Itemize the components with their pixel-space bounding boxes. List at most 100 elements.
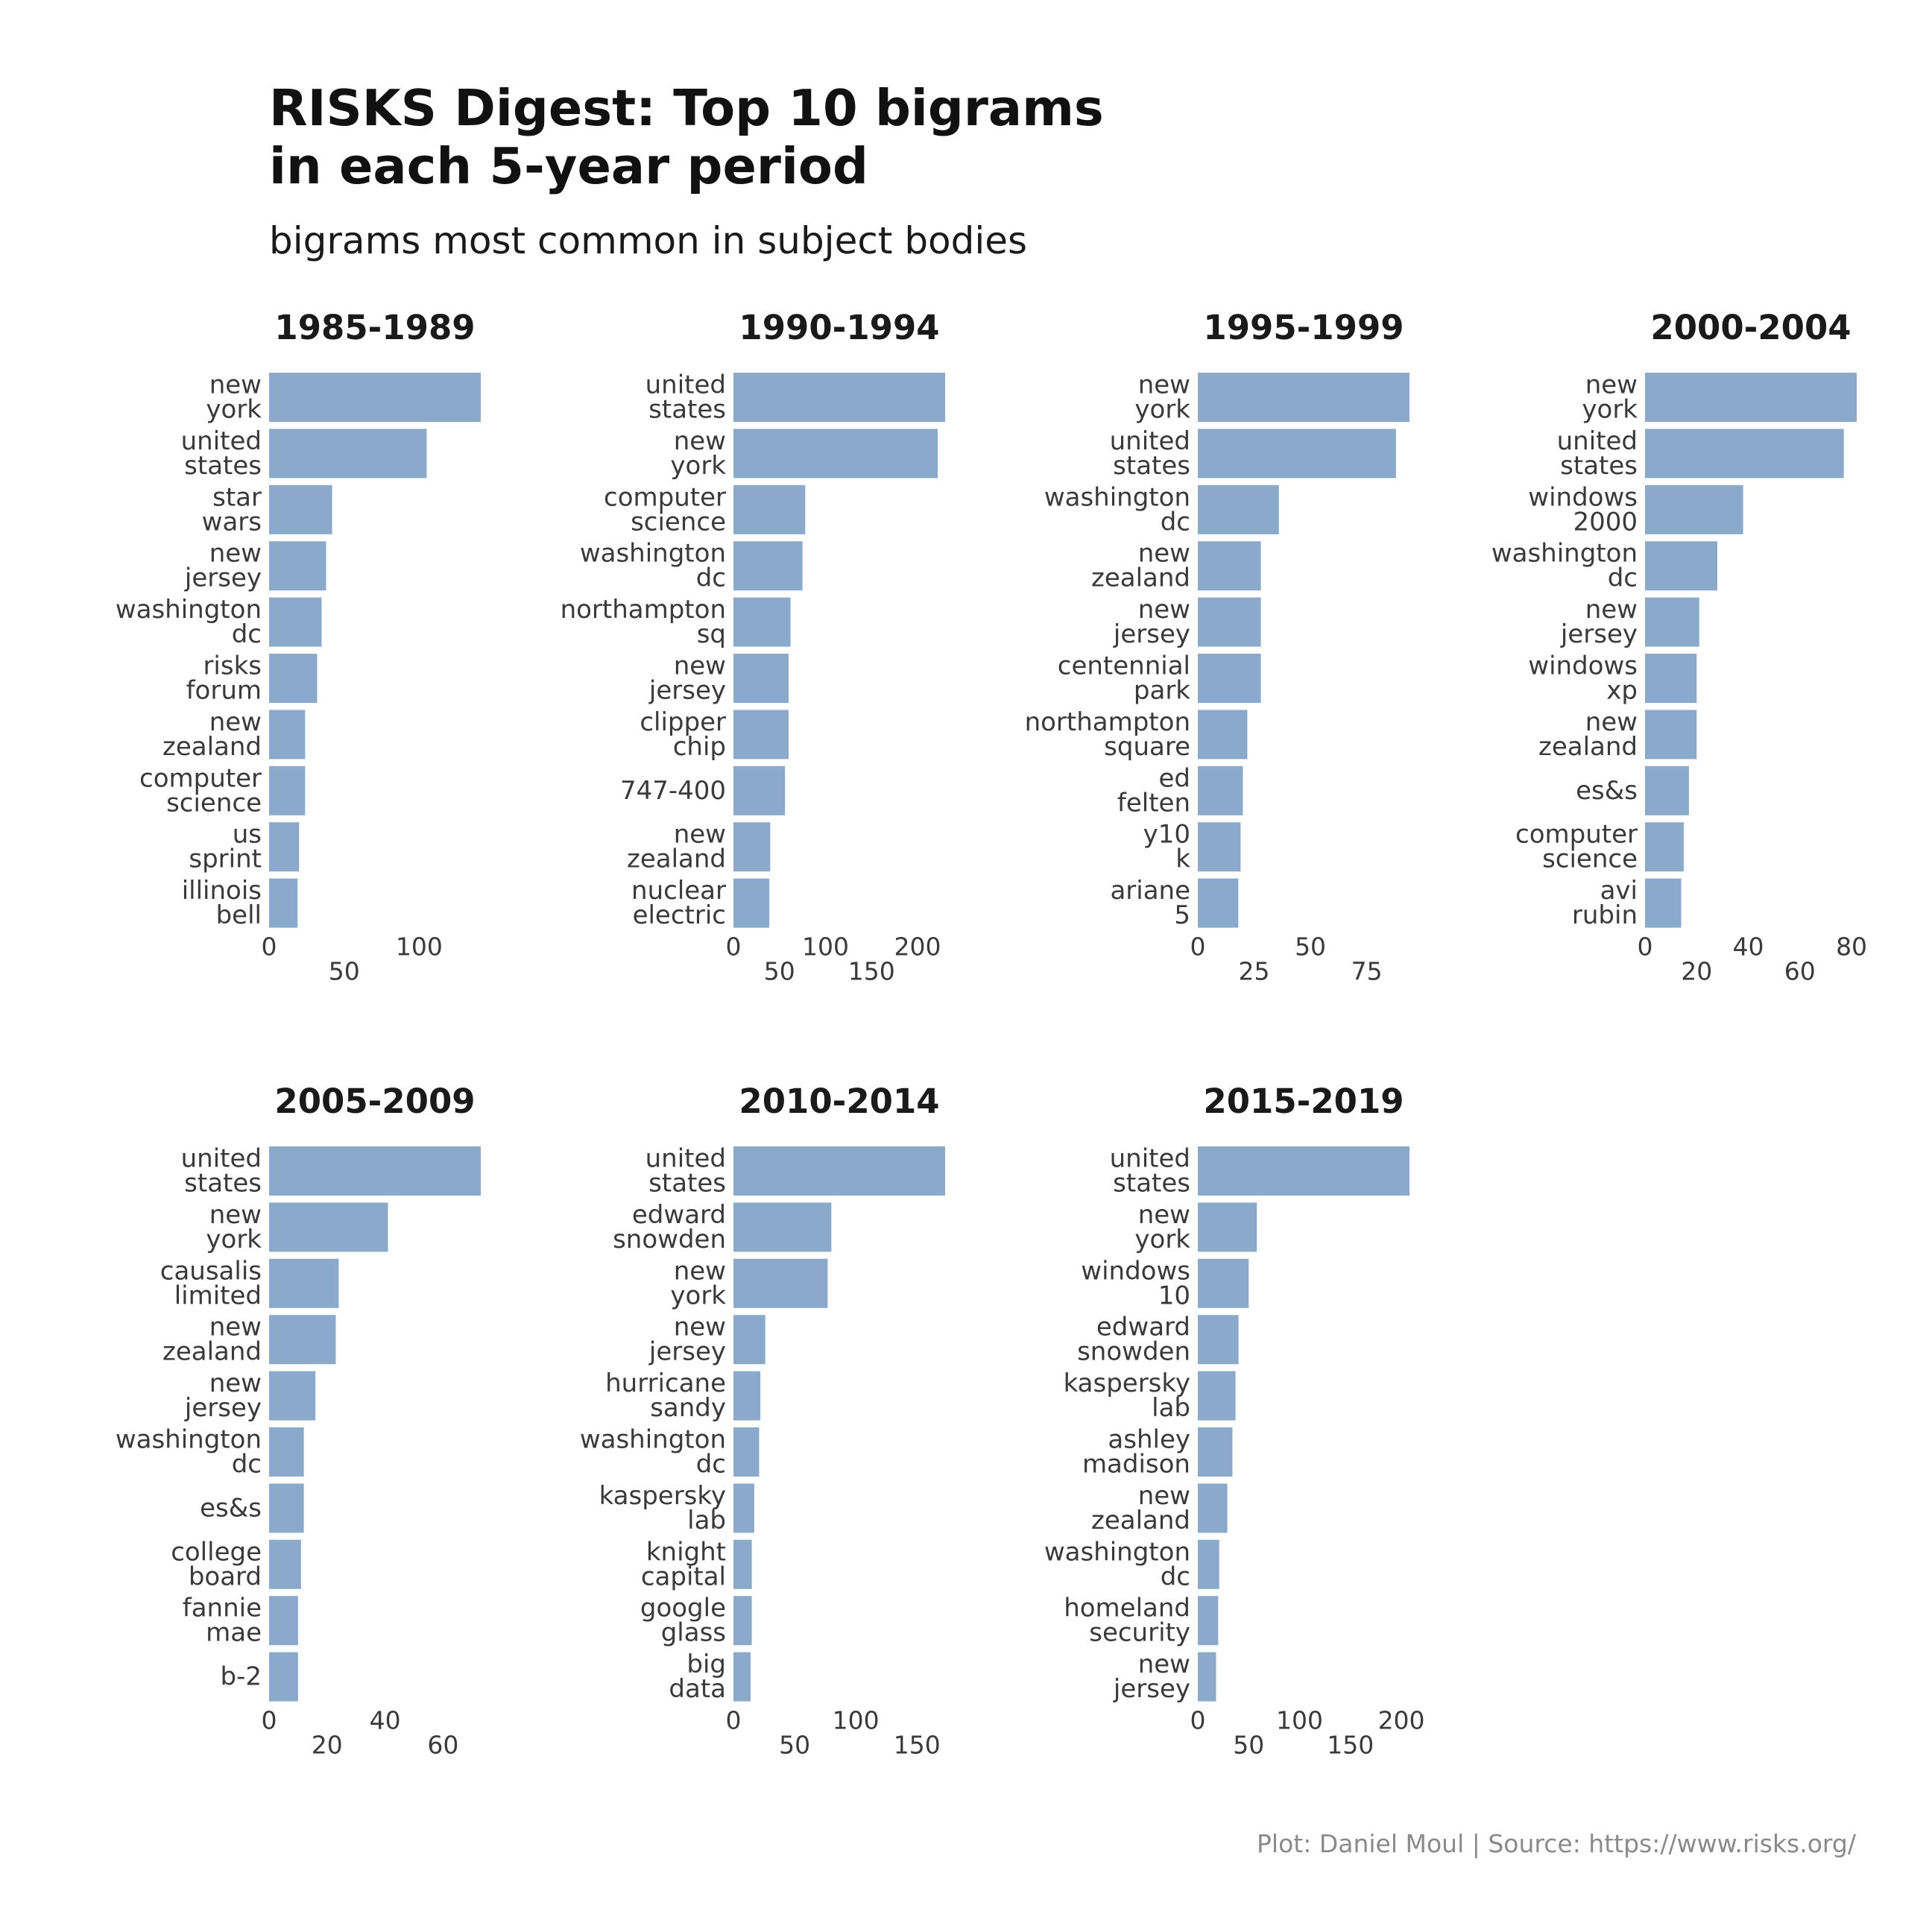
panel-title: 2010-2014	[739, 1082, 939, 1121]
category-label: washington dc	[1044, 1537, 1190, 1591]
x-tick-label: 0	[1190, 1706, 1206, 1735]
bar	[733, 597, 791, 647]
x-tick-label: 0	[262, 1706, 277, 1735]
bar	[733, 1596, 752, 1646]
bar	[733, 1539, 752, 1589]
x-tick-label: 20	[312, 1731, 343, 1760]
category-label: washington dc	[580, 539, 726, 593]
bar	[733, 1371, 761, 1421]
panel-title: 1990-1994	[739, 308, 939, 347]
category-label: illinois bell	[182, 876, 262, 930]
category-label: northampton square	[1025, 707, 1190, 762]
bar	[1645, 822, 1684, 872]
bar	[269, 429, 427, 479]
category-label: ed felten	[1117, 763, 1190, 818]
panel-title: 1995-1999	[1203, 308, 1404, 347]
category-label: clipper chip	[640, 707, 726, 762]
bar	[1198, 1315, 1239, 1365]
category-label: edward snowden	[1077, 1313, 1190, 1367]
x-tick-label: 50	[764, 957, 795, 986]
x-tick-label: 0	[726, 1706, 742, 1735]
bar	[1645, 597, 1699, 647]
category-label: united states	[1110, 426, 1190, 481]
bar	[733, 541, 803, 591]
bar	[1198, 1483, 1228, 1533]
category-label: knight capital	[641, 1537, 726, 1591]
category-label: google glass	[640, 1594, 726, 1648]
bar	[269, 484, 332, 534]
bar	[733, 654, 789, 703]
bar	[269, 765, 306, 815]
x-tick-label: 50	[1295, 932, 1326, 962]
bar	[733, 484, 806, 534]
bar	[1198, 710, 1248, 760]
category-label: new zealand	[162, 707, 262, 762]
category-label: washington dc	[1044, 482, 1190, 537]
category-label: centennial park	[1058, 651, 1191, 706]
category-label: new zealand	[1091, 1481, 1190, 1535]
panel-title: 2015-2019	[1203, 1082, 1404, 1121]
category-label: new zealand	[162, 1313, 262, 1367]
bar	[1645, 765, 1689, 815]
category-label: kaspersky lab	[1064, 1368, 1190, 1423]
category-label: computer science	[604, 482, 726, 537]
category-label: united states	[1110, 1144, 1190, 1199]
bar	[1198, 597, 1261, 647]
category-label: washington dc	[116, 1425, 262, 1480]
category-label: new zealand	[1538, 707, 1638, 762]
bar	[269, 597, 322, 647]
x-tick-label: 60	[1784, 957, 1816, 986]
bar	[269, 1483, 304, 1533]
category-label: computer science	[139, 763, 262, 818]
x-tick-label: 0	[1190, 932, 1206, 962]
bar	[269, 1146, 481, 1196]
bar	[1645, 373, 1857, 422]
category-label: new york	[670, 1256, 726, 1310]
category-label: new york	[1134, 1200, 1190, 1254]
category-label: es&s	[1576, 776, 1638, 806]
bar	[1198, 654, 1261, 703]
bar	[269, 373, 481, 422]
category-label: new jersey	[184, 1368, 262, 1423]
x-tick-label: 20	[1681, 957, 1712, 986]
category-label: new zealand	[1091, 539, 1190, 593]
category-label: washington dc	[1491, 539, 1638, 593]
bar	[269, 541, 326, 591]
category-label: new york	[206, 370, 262, 425]
category-label: washington dc	[116, 595, 262, 649]
chart-subtitle: bigrams most common in subject bodies	[269, 219, 1027, 262]
category-label: washington dc	[580, 1425, 726, 1480]
bar	[733, 373, 945, 422]
bar	[1645, 541, 1717, 591]
x-tick-label: 150	[1327, 1731, 1374, 1760]
bar	[733, 710, 789, 760]
bar	[1198, 1146, 1409, 1196]
bar	[1198, 1258, 1249, 1308]
bar	[1198, 1427, 1233, 1477]
bar	[733, 1652, 751, 1702]
bar	[733, 822, 771, 872]
x-tick-label: 150	[894, 1731, 941, 1760]
category-label: united states	[1557, 426, 1638, 481]
bar	[269, 1258, 339, 1308]
bar	[1198, 541, 1261, 591]
bar	[1198, 1652, 1216, 1702]
chart-title-line-1: RISKS Digest: Top 10 bigrams	[269, 79, 1104, 137]
bar	[1645, 710, 1697, 760]
category-label: nuclear electric	[631, 876, 726, 930]
x-tick-label: 100	[802, 932, 849, 962]
x-tick-label: 0	[726, 932, 742, 962]
category-label: new jersey	[648, 651, 726, 706]
category-label: new york	[670, 426, 726, 481]
bar	[269, 1427, 304, 1477]
bar	[269, 710, 306, 760]
x-tick-label: 150	[848, 957, 895, 986]
bar	[733, 1483, 754, 1533]
x-tick-label: 0	[1638, 932, 1653, 962]
